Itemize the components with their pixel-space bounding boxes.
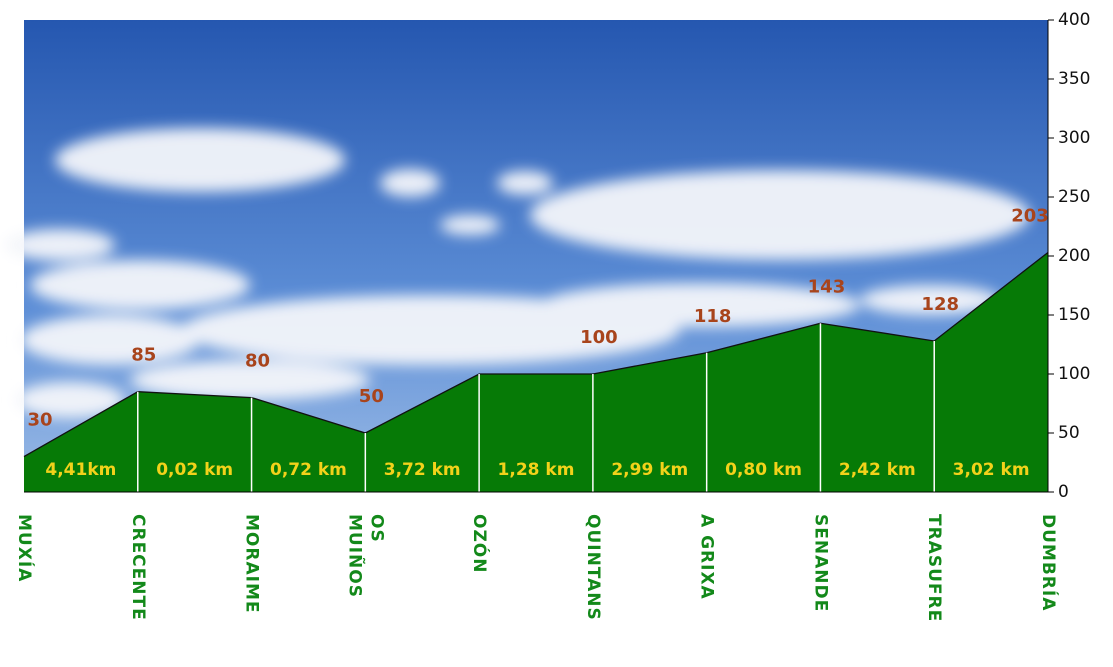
value-label: 85: [131, 345, 156, 366]
y-tick-label: 150: [1058, 305, 1090, 325]
x-tick-label: SENANDE: [810, 514, 831, 613]
segment-label: 2,42 km: [839, 460, 916, 480]
segment-label: 2,99 km: [611, 460, 688, 480]
segment-label: 3,72 km: [384, 460, 461, 480]
value-label: 143: [808, 276, 846, 297]
x-tick-label: TRASUFRE: [924, 514, 945, 623]
x-tick-label: MUXÍA: [14, 514, 34, 583]
segment-label: 0,80 km: [725, 460, 802, 480]
value-label: 128: [921, 294, 959, 315]
x-tick-label: OZÓN: [469, 514, 490, 574]
x-tick-label: OS MUIÑOS: [344, 514, 387, 598]
value-label: 80: [245, 351, 270, 372]
area: [24, 252, 1048, 492]
y-tick-label: 400: [1058, 10, 1090, 30]
value-label: 118: [694, 306, 732, 327]
y-tick-label: 0: [1058, 482, 1069, 502]
y-tick-label: 100: [1058, 364, 1090, 384]
profile-line: [23, 251, 1049, 458]
value-label: 203: [1011, 205, 1049, 226]
x-tick-label: CRECENTE: [127, 514, 148, 621]
segment-label: 1,28 km: [498, 460, 575, 480]
clouds: [5, 128, 1030, 418]
y-tick-label: 250: [1058, 187, 1090, 207]
y-tick-label: 200: [1058, 246, 1090, 266]
x-tick-label: A GRIXA: [696, 514, 717, 600]
segment-label: 0,72 km: [270, 460, 347, 480]
value-label: 50: [359, 386, 384, 407]
value-label: 30: [27, 410, 52, 431]
segment-label: 0,02 km: [156, 460, 233, 480]
y-tick-label: 50: [1058, 423, 1080, 443]
x-tick-label: MORAIME: [241, 514, 262, 614]
value-label: 100: [580, 327, 618, 348]
segment-label: 3,02 km: [953, 460, 1030, 480]
y-tick-label: 300: [1058, 128, 1090, 148]
y-tick-label: 350: [1058, 69, 1090, 89]
x-tick-label: DUMBRÍA: [1038, 514, 1058, 612]
segment-label: 4,41km: [45, 460, 116, 480]
x-tick-label: QUINTANS: [582, 514, 603, 621]
